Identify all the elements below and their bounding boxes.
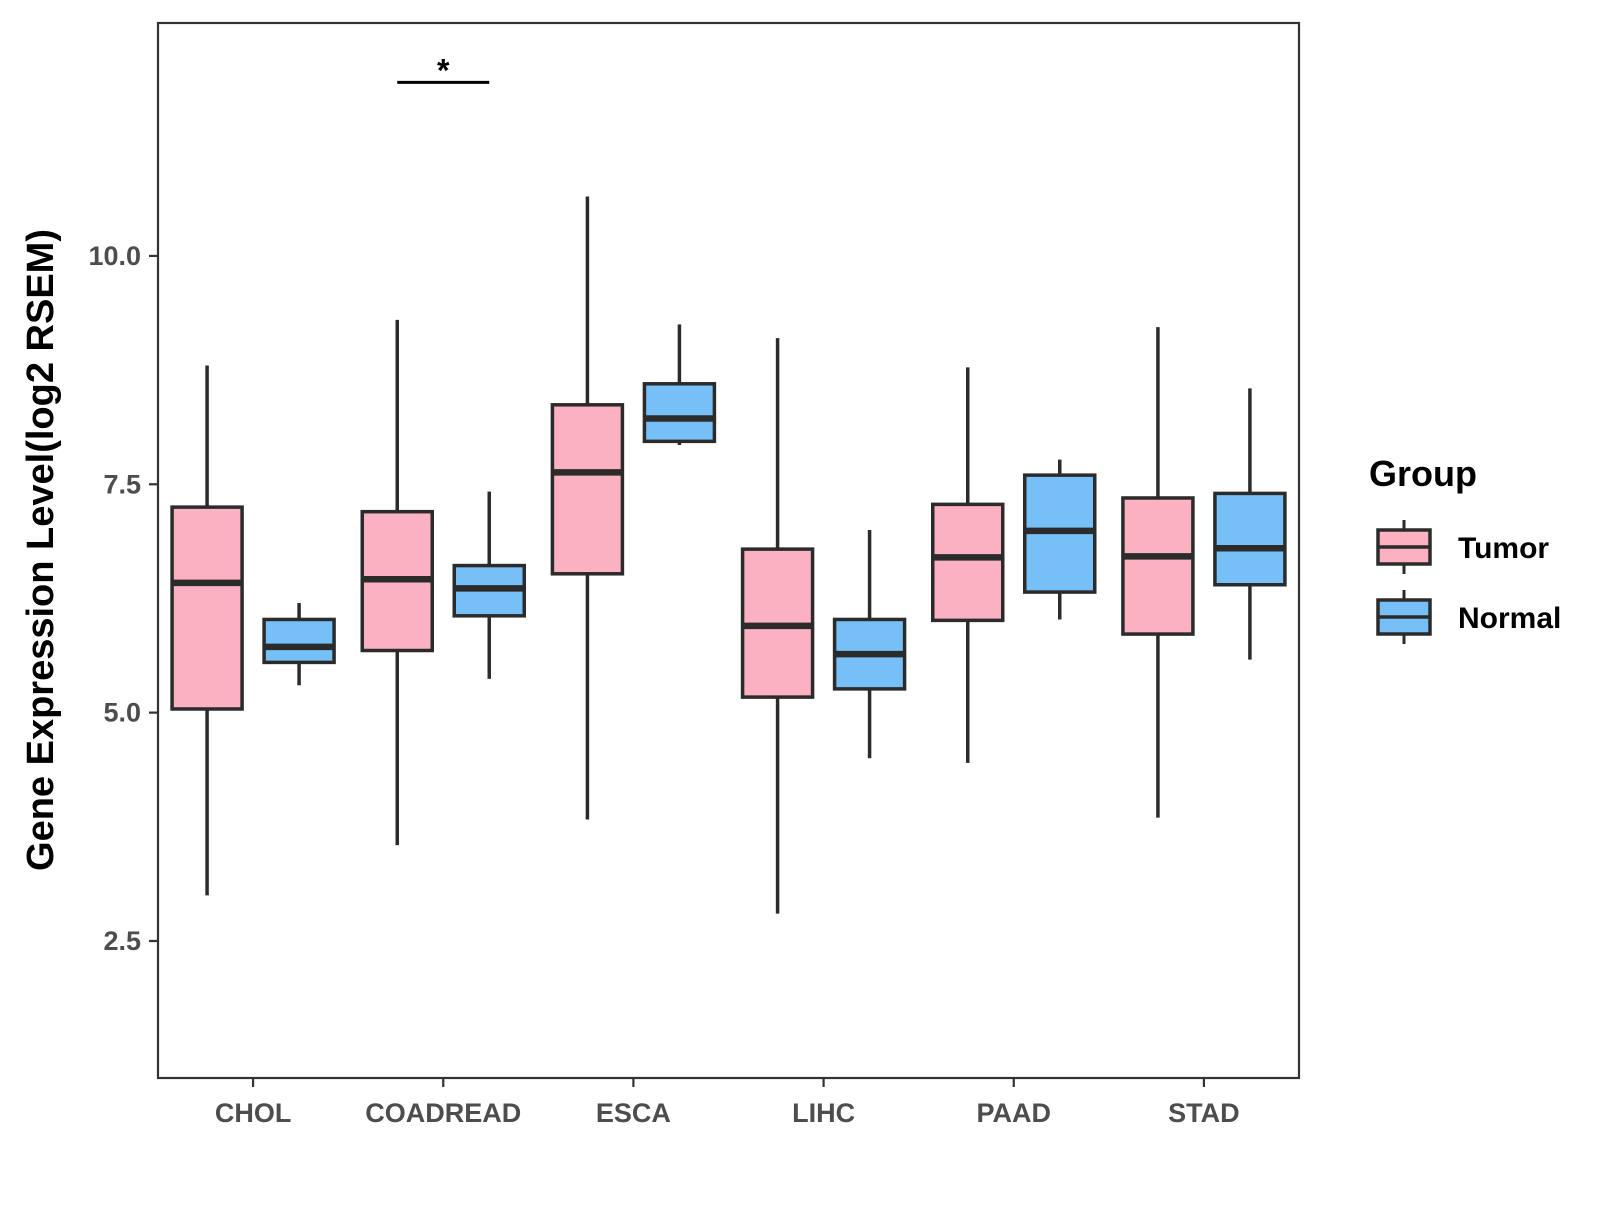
- box-body: [1213, 491, 1287, 587]
- y-axis-title: Gene Expression Level(log2 RSEM): [20, 229, 62, 871]
- box-normal-paad: [1023, 459, 1097, 620]
- x-tick-label-esca: ESCA: [596, 1098, 671, 1128]
- box-normal-lihc: [832, 529, 907, 759]
- y-axis: 2.5 5.0 7.5 10.0: [88, 241, 158, 956]
- significance-label: *: [437, 52, 450, 88]
- box-tumor-lihc: [740, 338, 815, 914]
- legend-entry-tumor: Tumor: [1376, 520, 1549, 574]
- box-normal-coadread: [452, 491, 526, 679]
- box-body: [262, 617, 336, 665]
- box-body: [642, 382, 717, 444]
- box-tumor-esca: [550, 196, 625, 820]
- box-normal-esca: [642, 324, 717, 445]
- box-normal-chol: [262, 603, 336, 686]
- x-tick-label-paad: PAAD: [976, 1098, 1051, 1128]
- legend-label-tumor: Tumor: [1458, 532, 1549, 565]
- box-body: [931, 502, 1005, 623]
- box-tumor-chol: [170, 365, 244, 896]
- legend: Group Tumor Normal: [1369, 453, 1561, 644]
- significance-annotation: *: [397, 52, 490, 88]
- x-tick-label-lihc: LIHC: [792, 1098, 855, 1128]
- boxes-layer: [170, 196, 1287, 914]
- x-tick-label-chol: CHOL: [215, 1098, 292, 1128]
- legend-entry-normal: Normal: [1376, 590, 1561, 644]
- box-body: [1121, 496, 1195, 636]
- box-normal-stad: [1213, 388, 1287, 660]
- legend-label-normal: Normal: [1458, 602, 1561, 635]
- box-body: [170, 505, 244, 711]
- x-tick-label-coadread: COADREAD: [365, 1098, 521, 1128]
- x-axis: CHOL COADREAD ESCA LIHC PAAD STAD: [215, 1078, 1240, 1128]
- y-tick-label: 2.5: [103, 926, 141, 956]
- box-body: [550, 403, 625, 576]
- y-tick-label: 5.0: [103, 698, 141, 728]
- legend-title: Group: [1369, 453, 1477, 494]
- plot-panel: [156, 21, 1301, 1080]
- y-tick-label: 7.5: [103, 469, 141, 499]
- box-tumor-paad: [931, 367, 1005, 763]
- x-tick-label-stad: STAD: [1168, 1098, 1240, 1128]
- y-tick-label: 10.0: [88, 241, 141, 271]
- annotations-layer: *: [397, 52, 490, 88]
- box-tumor-coadread: [360, 319, 434, 846]
- box-tumor-stad: [1121, 327, 1195, 818]
